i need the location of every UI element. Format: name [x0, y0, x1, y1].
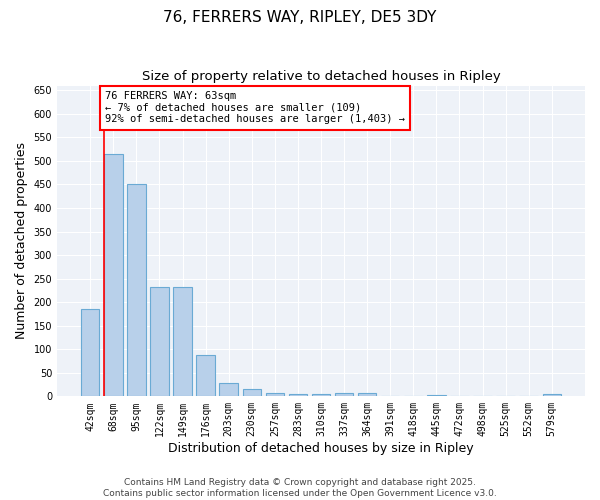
Bar	[266, 392, 284, 396]
Bar	[312, 394, 330, 396]
Title: Size of property relative to detached houses in Ripley: Size of property relative to detached ho…	[142, 70, 500, 83]
Text: Contains HM Land Registry data © Crown copyright and database right 2025.
Contai: Contains HM Land Registry data © Crown c…	[103, 478, 497, 498]
Bar	[335, 393, 353, 396]
Bar	[173, 287, 192, 397]
Bar	[220, 383, 238, 396]
Y-axis label: Number of detached properties: Number of detached properties	[15, 142, 28, 340]
Bar	[104, 154, 122, 396]
X-axis label: Distribution of detached houses by size in Ripley: Distribution of detached houses by size …	[168, 442, 474, 455]
Text: 76, FERRERS WAY, RIPLEY, DE5 3DY: 76, FERRERS WAY, RIPLEY, DE5 3DY	[163, 10, 437, 25]
Bar	[81, 309, 100, 396]
Bar	[242, 390, 261, 396]
Text: 76 FERRERS WAY: 63sqm
← 7% of detached houses are smaller (109)
92% of semi-deta: 76 FERRERS WAY: 63sqm ← 7% of detached h…	[105, 91, 405, 124]
Bar	[427, 395, 446, 396]
Bar	[127, 184, 146, 396]
Bar	[289, 394, 307, 396]
Bar	[358, 393, 376, 396]
Bar	[196, 356, 215, 397]
Bar	[150, 287, 169, 397]
Bar	[542, 394, 561, 396]
